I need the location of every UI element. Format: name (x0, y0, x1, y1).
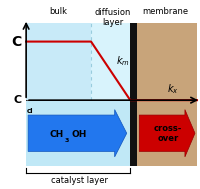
Bar (91, 23, 133, 100)
Text: diffusion
layer: diffusion layer (94, 8, 130, 27)
FancyArrow shape (28, 110, 126, 157)
Text: bulk: bulk (49, 7, 67, 16)
Bar (130, 23, 137, 166)
Text: $\mathbf{C}$: $\mathbf{C}$ (13, 93, 22, 105)
Text: $k_m$: $k_m$ (116, 54, 130, 68)
Text: CH: CH (49, 130, 63, 139)
Bar (133, 23, 196, 100)
Text: $\mathbf{C}$: $\mathbf{C}$ (11, 35, 22, 49)
Text: membrane: membrane (142, 7, 187, 16)
Text: cross-
over: cross- over (153, 124, 181, 143)
Bar (26, 100, 133, 166)
FancyArrow shape (139, 110, 194, 157)
Text: 3: 3 (64, 138, 69, 143)
Text: cl: cl (27, 108, 34, 114)
Bar (26, 23, 91, 100)
Text: OH: OH (71, 130, 87, 139)
Bar (133, 100, 196, 166)
Text: $k_x$: $k_x$ (167, 82, 178, 96)
Text: catalyst layer: catalyst layer (51, 176, 108, 185)
